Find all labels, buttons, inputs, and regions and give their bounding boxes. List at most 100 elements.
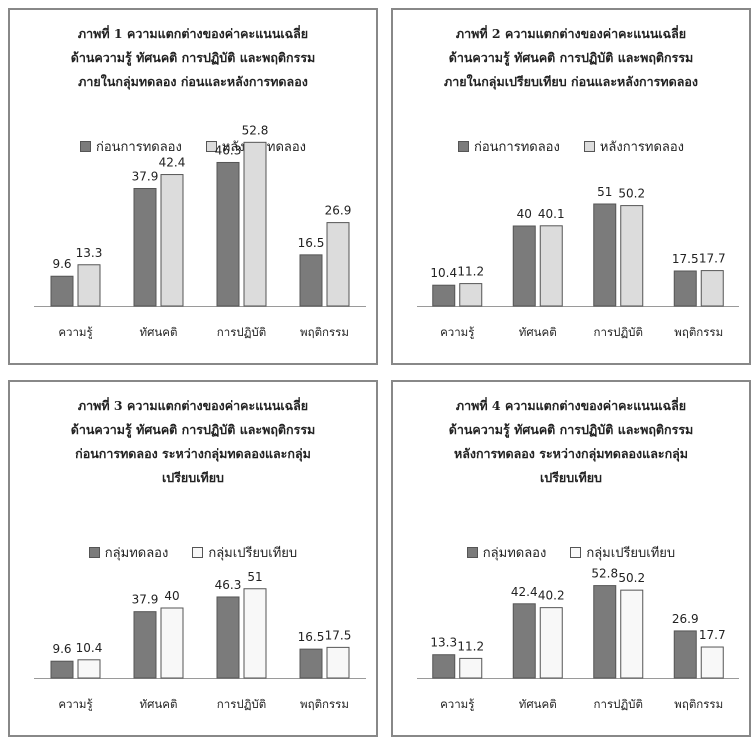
bar-chart: 10.4 11.2 ความรู้ 40 40.1 ทัศนคติ 51 50.2 การปฏิ… — [417, 185, 739, 339]
bar — [77, 264, 101, 307]
data-label: 16.5 — [298, 630, 325, 644]
legend-swatch — [583, 141, 595, 152]
bar — [593, 203, 617, 307]
bar — [539, 225, 563, 307]
legend-item: ก่อนการทดลอง — [79, 136, 182, 157]
data-label: 13.3 — [430, 636, 457, 650]
x-tick-label: ความรู้ — [440, 325, 474, 339]
legend-label: หลังการทดลอง — [599, 140, 685, 155]
bar — [50, 275, 74, 307]
data-label: 46.3 — [215, 143, 242, 157]
bar — [620, 205, 644, 307]
legend-swatch — [466, 547, 478, 558]
chart-title: ภาพที่ 4 ความแตกต่างของค่าคะแนนเฉลี่ย ด้… — [393, 394, 749, 490]
data-label: 52.8 — [242, 123, 269, 137]
chart-title: ภาพที่ 1 ความแตกต่างของค่าคะแนนเฉลี่ย ด้… — [10, 22, 376, 94]
bar — [593, 585, 617, 679]
data-label: 37.9 — [132, 593, 159, 607]
data-label: 50.2 — [618, 187, 645, 201]
bar-chart: 9.6 13.3 ความรู้ 37.942.4 ทัศนคติ 46.352.8 การ… — [34, 123, 366, 339]
x-tick-label: พฤติกรรม — [300, 325, 349, 339]
title-line: เปรียบเทียบ — [162, 470, 224, 485]
data-label: 17.5 — [325, 628, 352, 642]
legend-swatch — [570, 547, 582, 558]
data-label: 40 — [517, 207, 532, 221]
chart-panel-3: ภาพที่ 3 ความแตกต่างของค่าคะแนนเฉลี่ย ด้… — [8, 380, 378, 737]
data-label: 51 — [247, 570, 262, 584]
data-label: 10.4 — [430, 266, 457, 280]
chart-legend: ก่อนการทดลอง หลังการทดลอง — [393, 136, 749, 157]
title-line: ภาพที่ 4 ความแตกต่างของค่าคะแนนเฉลี่ย — [455, 398, 687, 413]
data-label: 9.6 — [52, 642, 71, 656]
legend-label: กลุ่มทดลอง — [482, 546, 547, 561]
legend-label: กลุ่มเปรียบเทียบ — [586, 546, 676, 561]
legend-item: กลุ่มเปรียบเทียบ — [192, 542, 297, 563]
chart-panel-2: ภาพที่ 2 ความแตกต่างของค่าคะแนนเฉลี่ย ด้… — [391, 8, 751, 365]
data-label: 13.3 — [76, 246, 103, 260]
legend-item: กลุ่มทดลอง — [88, 542, 169, 563]
bar — [326, 222, 350, 307]
legend-swatch — [79, 141, 91, 152]
bar — [326, 646, 350, 679]
data-label: 46.3 — [215, 578, 242, 592]
x-tick-label: พฤติกรรม — [300, 697, 349, 711]
bar-chart: 9.6 10.4 ความรู้ 37.9 40 ทัศนคติ 46.3 51 การปฏิบ… — [34, 570, 366, 711]
legend-swatch — [457, 141, 469, 152]
title-line: ด้านความรู้ ทัศนคติ การปฏิบัติ และพฤติกร… — [448, 422, 694, 437]
bar — [432, 284, 456, 307]
data-label: 37.9 — [132, 170, 159, 184]
legend-item: กลุ่มทดลอง — [466, 542, 547, 563]
data-label: 50.2 — [618, 571, 645, 585]
legend-label: กลุ่มทดลอง — [104, 546, 169, 561]
data-label: 42.4 — [159, 156, 186, 170]
legend-label: ก่อนการทดลอง — [473, 140, 560, 155]
bar — [459, 657, 483, 679]
bar — [459, 283, 483, 307]
title-line: หลังการทดลอง ระหว่างกลุ่มทดลองและกลุ่ม — [453, 446, 689, 461]
data-label: 40.1 — [538, 207, 565, 221]
bar — [700, 270, 724, 307]
legend-item: กลุ่มเปรียบเทียบ — [570, 542, 675, 563]
x-tick-label: การปฏิบัติ — [217, 697, 266, 711]
bar — [512, 225, 536, 307]
bar — [216, 161, 240, 307]
bar — [700, 646, 724, 679]
bar — [133, 188, 157, 307]
x-tick-label: ทัศนคติ — [519, 325, 557, 339]
title-line: เปรียบเทียบ — [540, 470, 602, 485]
data-label: 11.2 — [457, 265, 484, 279]
bar — [243, 141, 267, 307]
bar — [216, 596, 240, 679]
title-line: ภาพที่ 3 ความแตกต่างของค่าคะแนนเฉลี่ย — [77, 398, 309, 413]
data-label: 9.6 — [52, 257, 71, 271]
title-line: ก่อนการทดลอง ระหว่างกลุ่มทดลองและกลุ่ม — [75, 446, 311, 461]
bar — [299, 254, 323, 307]
chart-title: ภาพที่ 3 ความแตกต่างของค่าคะแนนเฉลี่ย ด้… — [10, 394, 376, 490]
legend-swatch — [192, 547, 204, 558]
bar — [243, 588, 267, 679]
x-tick-label: ทัศนคติ — [519, 697, 557, 711]
x-tick-label: ความรู้ — [58, 325, 92, 339]
x-tick-label: การปฏิบัติ — [594, 325, 643, 339]
data-label: 40.2 — [538, 589, 565, 603]
bar — [160, 174, 184, 307]
x-tick-label: ทัศนคติ — [140, 697, 178, 711]
data-label: 10.4 — [76, 641, 103, 655]
bar — [77, 659, 101, 679]
chart-title: ภาพที่ 2 ความแตกต่างของค่าคะแนนเฉลี่ย ด้… — [393, 22, 749, 94]
data-label: 51 — [597, 185, 612, 199]
data-label: 26.9 — [325, 204, 352, 218]
bar — [512, 603, 536, 679]
legend-item: หลังการทดลอง — [583, 136, 685, 157]
title-line: ภาพที่ 2 ความแตกต่างของค่าคะแนนเฉลี่ย — [455, 26, 687, 41]
bar — [160, 607, 184, 679]
x-tick-label: การปฏิบัติ — [217, 325, 266, 339]
data-label: 17.7 — [699, 628, 726, 642]
bar — [133, 611, 157, 679]
data-label: 16.5 — [298, 236, 325, 250]
x-tick-label: พฤติกรรม — [674, 325, 723, 339]
data-label: 26.9 — [672, 612, 699, 626]
title-line: ด้านความรู้ ทัศนคติ การปฏิบัติ และพฤติกร… — [448, 50, 694, 65]
bar — [673, 270, 697, 307]
x-tick-label: พฤติกรรม — [674, 697, 723, 711]
